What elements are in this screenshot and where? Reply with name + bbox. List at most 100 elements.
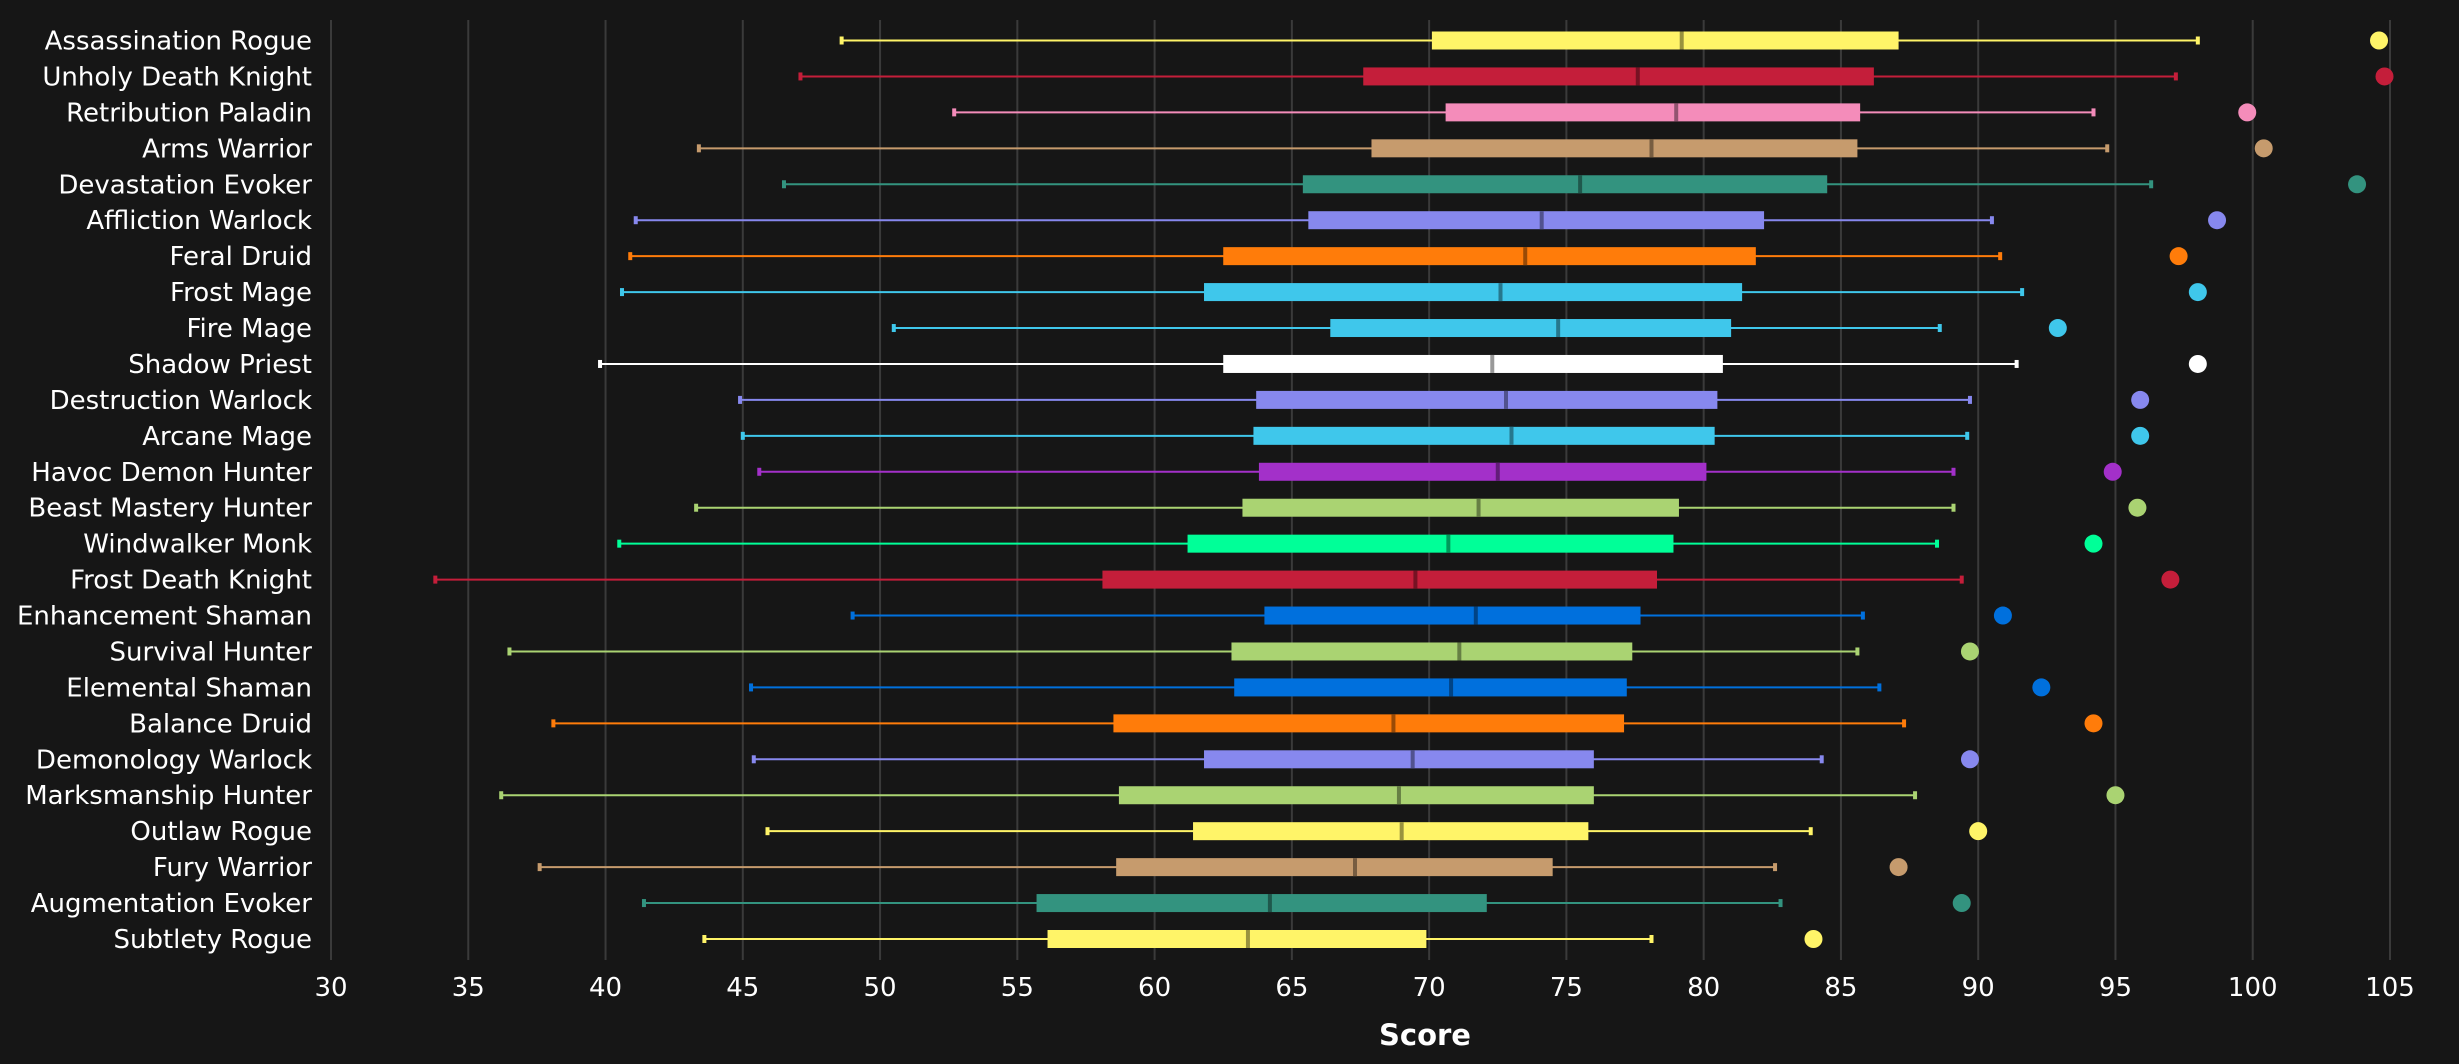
x-tick-label: 35 (452, 973, 485, 1003)
outlier-point (2084, 534, 2103, 553)
box-iqr (1204, 283, 1743, 302)
box-group (499, 786, 2125, 805)
outlier-point (2370, 31, 2389, 50)
category-label: Destruction Warlock (50, 386, 312, 416)
box-iqr (1258, 462, 1707, 481)
box-iqr (1231, 642, 1633, 661)
x-axis: 30 35 40 45 50 55 60 65 70 75 80 85 90 95 100 105 (314, 973, 2414, 1003)
box-iqr (1363, 67, 1874, 86)
box-iqr (1242, 498, 1679, 517)
box-iqr (1102, 570, 1657, 589)
category-label: Assassination Rogue (45, 27, 312, 57)
category-label: Elemental Shaman (66, 673, 312, 703)
box-iqr (1193, 822, 1589, 841)
outlier-point (2131, 426, 2150, 445)
outlier-point (2103, 462, 2122, 481)
category-label: Arcane Mage (142, 422, 312, 452)
outlier-point (1969, 822, 1988, 841)
outlier-point (2032, 678, 2051, 697)
outlier-point (2106, 786, 2125, 805)
box-iqr (1302, 175, 1828, 194)
category-label: Subtlety Rogue (113, 925, 312, 955)
category-label: Beast Mastery Hunter (28, 494, 312, 524)
x-tick-label: 75 (1550, 973, 1583, 1003)
box-iqr (1264, 606, 1641, 625)
outlier-point (1952, 894, 1971, 913)
outlier-point (1993, 606, 2012, 625)
x-tick-label: 90 (1962, 973, 1995, 1003)
x-tick-label: 40 (589, 973, 622, 1003)
outlier-point (2348, 175, 2367, 194)
box-group (702, 930, 1823, 948)
outlier-point (2084, 714, 2103, 733)
x-tick-label: 50 (864, 973, 897, 1003)
category-label: Demonology Warlock (36, 745, 312, 775)
box-group (598, 354, 2207, 373)
x-tick-label: 100 (2228, 973, 2278, 1003)
category-label: Shadow Priest (128, 350, 312, 380)
box-iqr (1113, 714, 1625, 733)
box-iqr (1253, 426, 1715, 445)
outlier-point (2188, 354, 2207, 373)
boxes (433, 31, 2394, 948)
category-label: Unholy Death Knight (42, 62, 312, 92)
outlier-point (2188, 283, 2207, 302)
outlier-point (2238, 103, 2257, 122)
box-group (551, 714, 2103, 733)
box-group (696, 139, 2273, 158)
category-label: Devastation Evoker (58, 170, 312, 200)
x-tick-label: 55 (1001, 973, 1034, 1003)
box-group (633, 211, 2227, 230)
outlier-point (1960, 642, 1979, 661)
box-group (781, 175, 2367, 194)
box-group (740, 426, 2150, 445)
category-label: Fury Warrior (153, 853, 312, 883)
category-label: Feral Druid (169, 242, 312, 272)
x-tick-label: 105 (2365, 973, 2415, 1003)
x-tick-label: 85 (1824, 973, 1857, 1003)
box-group (507, 642, 1979, 661)
box-group (749, 678, 2051, 697)
box-group (620, 283, 2207, 302)
outlier-point (1960, 750, 1979, 769)
x-tick-label: 95 (2099, 973, 2132, 1003)
box-iqr (1330, 319, 1732, 338)
x-tick-label: 80 (1687, 973, 1720, 1003)
box-iqr (1047, 930, 1427, 948)
category-label: Arms Warrior (142, 134, 312, 164)
outlier-point (1804, 930, 1823, 948)
box-iqr (1256, 390, 1718, 409)
category-label: Retribution Paladin (66, 98, 312, 128)
outlier-point (2131, 390, 2150, 409)
box-iqr (1118, 786, 1594, 805)
outlier-point (2375, 67, 2394, 86)
outlier-point (2048, 319, 2067, 338)
box-iqr (1223, 354, 1723, 373)
outlier-point (2161, 570, 2180, 589)
category-label: Survival Hunter (110, 637, 313, 667)
box-iqr (1445, 103, 1861, 122)
category-label: Fire Mage (186, 314, 312, 344)
category-label: Outlaw Rogue (130, 817, 312, 847)
box-iqr (1371, 139, 1858, 158)
box-group (537, 858, 1908, 877)
outlier-point (2208, 211, 2227, 230)
category-label: Windwalker Monk (83, 530, 312, 560)
category-label: Affliction Warlock (86, 206, 312, 236)
category-label: Havoc Demon Hunter (31, 458, 312, 488)
category-label: Frost Death Knight (70, 566, 312, 596)
box-group (641, 894, 1971, 913)
box-group (839, 31, 2389, 50)
box-iqr (1116, 858, 1553, 877)
box-group (765, 822, 1988, 841)
box-group (751, 750, 1979, 769)
box-group (850, 606, 2012, 625)
box-group (617, 534, 2103, 553)
box-group (891, 319, 2067, 338)
category-label: Balance Druid (129, 709, 312, 739)
box-group (738, 390, 2150, 409)
box-iqr (1431, 31, 1899, 50)
x-tick-label: 30 (314, 973, 347, 1003)
